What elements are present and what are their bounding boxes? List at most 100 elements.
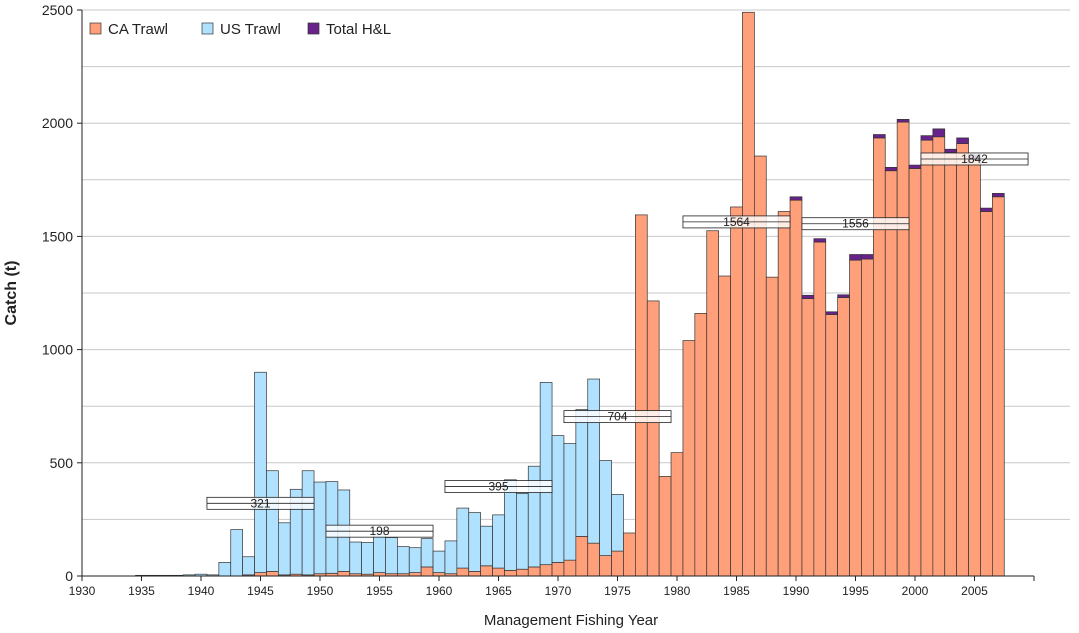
- legend-item-total_hl: Total H&L: [307, 21, 391, 38]
- legend-label: US Trawl: [220, 21, 281, 38]
- us_trawl-bar-1950: [313, 481, 327, 575]
- total_hl-bar-2000: [908, 164, 922, 169]
- us_trawl-bar-1962: [456, 507, 470, 569]
- us_trawl-bar-1975: [611, 494, 624, 552]
- ca_trawl-bar-1958: [408, 572, 422, 577]
- total_hl-bar-2002: [932, 128, 946, 138]
- us_trawl-bar-1969: [539, 382, 553, 566]
- us_trawl-bar-1974: [599, 460, 612, 556]
- ca_trawl-bar-1991: [801, 298, 815, 577]
- us_trawl-bar-1956: [385, 537, 398, 575]
- us_trawl-bar-1944: [242, 556, 255, 576]
- ca_trawl-bar-1971: [563, 559, 577, 577]
- us_trawl-bar-1945: [254, 371, 267, 573]
- period-average-label: 321: [250, 496, 270, 510]
- x-tick-label: 1980: [664, 584, 691, 598]
- grid-lines: [82, 9, 1070, 520]
- ca_trawl-bar-1990: [789, 199, 803, 577]
- ca_trawl-bar-1966: [504, 569, 517, 577]
- ca_trawl-bar-1960: [432, 572, 446, 577]
- period-average-395: 395: [444, 480, 553, 494]
- ca_trawl-bar-1970: [551, 562, 565, 577]
- legend: CA Trawl US Trawl Total H&L: [89, 21, 391, 38]
- legend-label: Total H&L: [326, 21, 391, 38]
- legend-item-ca_trawl: CA Trawl: [89, 21, 168, 38]
- us_trawl-bar-1943: [230, 529, 243, 577]
- total_hl-bar-2006: [980, 207, 993, 212]
- us_trawl-bar-1957: [397, 546, 410, 575]
- x-axis-label: Management Fishing Year: [484, 612, 658, 629]
- ca_trawl-bar-1992: [813, 241, 827, 577]
- legend-swatch: [89, 22, 102, 35]
- ca_trawl-bar-2006: [980, 211, 993, 577]
- ca_trawl-bar-2000: [908, 168, 922, 577]
- x-tick-label: 1930: [69, 584, 96, 598]
- us_trawl-bar-1970: [551, 435, 565, 563]
- us_trawl-bar-1958: [408, 547, 422, 573]
- y-axis-label: Catch (t): [3, 261, 20, 326]
- ca_trawl-bar-2001: [920, 139, 934, 577]
- x-tick-label: 1985: [723, 584, 750, 598]
- x-tick-label: 1975: [604, 584, 631, 598]
- x-tick-label: 1965: [485, 584, 512, 598]
- ca_trawl-bar-1964: [480, 565, 493, 577]
- us_trawl-bar-1953: [349, 541, 362, 575]
- period-average-label: 395: [488, 480, 508, 494]
- ca_trawl-bar-2004: [956, 143, 969, 577]
- total_hl-bar-2001: [920, 135, 934, 141]
- y-tick-label: 0: [65, 568, 73, 584]
- ca_trawl-bar-1972: [575, 536, 589, 577]
- total_hl-bar-2003: [944, 148, 957, 153]
- ca_trawl-bar-1962: [456, 567, 470, 577]
- ca_trawl-bar-1955: [373, 572, 386, 577]
- ca_trawl-bar-1974: [599, 555, 612, 577]
- us_trawl-bar-1955: [373, 533, 386, 573]
- ca_trawl-bar-1967: [515, 568, 529, 577]
- x-tick-label: 2000: [902, 584, 929, 598]
- us_trawl-bar-1964: [480, 525, 493, 567]
- total_hl-bar-1992: [813, 238, 827, 243]
- us_trawl-bar-1954: [361, 542, 374, 575]
- ca_trawl-bar-1965: [492, 567, 505, 577]
- ca_trawl-bar-1977: [634, 214, 648, 577]
- total_hl-bar-1995: [849, 254, 862, 261]
- ca_trawl-bar-2002: [932, 136, 946, 577]
- x-tick-label: 1940: [188, 584, 215, 598]
- period-average-1564: 1564: [682, 215, 791, 229]
- x-tick-label: 1990: [783, 584, 810, 598]
- x-tick-label: 1995: [842, 584, 869, 598]
- ca_trawl-bar-1994: [837, 297, 850, 577]
- ca_trawl-bar-1973: [587, 542, 600, 577]
- ca_trawl-bar-2005: [968, 159, 981, 577]
- us_trawl-bar-1971: [563, 443, 577, 561]
- period-average-321: 321: [206, 496, 315, 510]
- y-tick-label: 1500: [42, 228, 73, 244]
- total_hl-bar-1997: [872, 134, 886, 139]
- us_trawl-bar-1973: [587, 378, 600, 544]
- legend-swatch: [307, 22, 320, 35]
- ca_trawl-bar-1989: [777, 211, 791, 577]
- ca_trawl-bar-2003: [944, 152, 957, 577]
- total_hl-bar-1996: [861, 254, 874, 260]
- ca_trawl-bar-1983: [706, 230, 719, 577]
- period-average-label: 704: [607, 410, 627, 424]
- us_trawl-bar-1961: [444, 540, 458, 575]
- ca_trawl-bar-1998: [884, 170, 898, 577]
- total_hl-bar-1993: [825, 311, 838, 315]
- us_trawl-bar-1947: [278, 522, 291, 576]
- axes: 0 500 1000 1500 2000 2500 1930 1935 1940 1945 1950…: [42, 2, 1035, 598]
- total_hl-bar-1999: [896, 119, 910, 123]
- ca_trawl-bar-1968: [527, 566, 541, 577]
- total_hl-bar-1998: [884, 166, 898, 172]
- ca_trawl-bar-1979: [658, 476, 672, 577]
- y-tick-label: 1000: [42, 342, 73, 358]
- us_trawl-bar-1972: [575, 409, 589, 537]
- total_hl-bar-2007: [991, 193, 1005, 198]
- ca_trawl-bar-1975: [611, 550, 624, 577]
- ca_trawl-bar-1959: [420, 566, 434, 577]
- ca_trawl-bar-1996: [861, 258, 874, 577]
- ca_trawl-bar-1995: [849, 259, 862, 577]
- ca_trawl-bar-1986: [742, 11, 755, 577]
- legend-label: CA Trawl: [108, 21, 168, 38]
- ca_trawl-bar-1978: [646, 300, 660, 577]
